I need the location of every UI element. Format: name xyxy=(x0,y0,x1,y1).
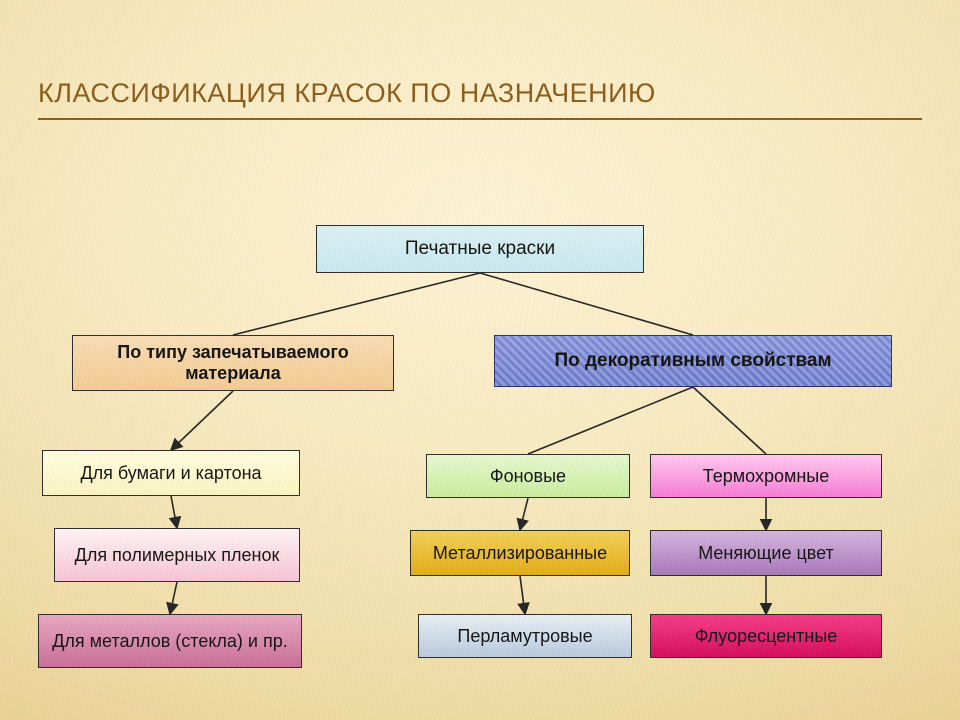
edge xyxy=(528,387,693,454)
title-underline xyxy=(38,118,922,120)
node-label: Для металлов (стекла) и пр. xyxy=(52,631,288,652)
node-label: Термохромные xyxy=(703,466,829,487)
edge xyxy=(171,496,177,528)
node-label: Перламутровые xyxy=(457,626,592,647)
node-r1b: Термохромные xyxy=(650,454,882,498)
page-title: КЛАССИФИКАЦИЯ КРАСОК ПО НАЗНАЧЕНИЮ xyxy=(38,78,656,109)
edge xyxy=(520,576,525,614)
node-l1: Для бумаги и картона xyxy=(42,450,300,496)
node-r3a: Перламутровые xyxy=(418,614,632,658)
node-label: По декоративным свойствам xyxy=(554,350,831,372)
edge xyxy=(171,391,233,450)
node-right: По декоративным свойствам xyxy=(494,335,892,387)
node-label: Печатные краски xyxy=(405,238,555,260)
node-r1a: Фоновые xyxy=(426,454,630,498)
edge xyxy=(480,273,693,335)
edge xyxy=(520,498,528,530)
node-l3: Для металлов (стекла) и пр. xyxy=(38,614,302,668)
node-r2a: Металлизированные xyxy=(410,530,630,576)
node-r2b: Меняющие цвет xyxy=(650,530,882,576)
node-label: Для бумаги и картона xyxy=(80,463,261,484)
node-label: По типу запечатываемого материала xyxy=(79,342,387,383)
node-label: Металлизированные xyxy=(433,543,607,564)
edge xyxy=(233,273,480,335)
node-label: Для полимерных пленок xyxy=(75,545,280,566)
edge xyxy=(693,387,766,454)
node-root: Печатные краски xyxy=(316,225,644,273)
node-left: По типу запечатываемого материала xyxy=(72,335,394,391)
edge xyxy=(170,582,177,614)
node-label: Фоновые xyxy=(490,466,566,487)
node-label: Меняющие цвет xyxy=(698,543,834,564)
node-label: Флуоресцентные xyxy=(695,626,838,647)
node-r3b: Флуоресцентные xyxy=(650,614,882,658)
node-l2: Для полимерных пленок xyxy=(54,528,300,582)
